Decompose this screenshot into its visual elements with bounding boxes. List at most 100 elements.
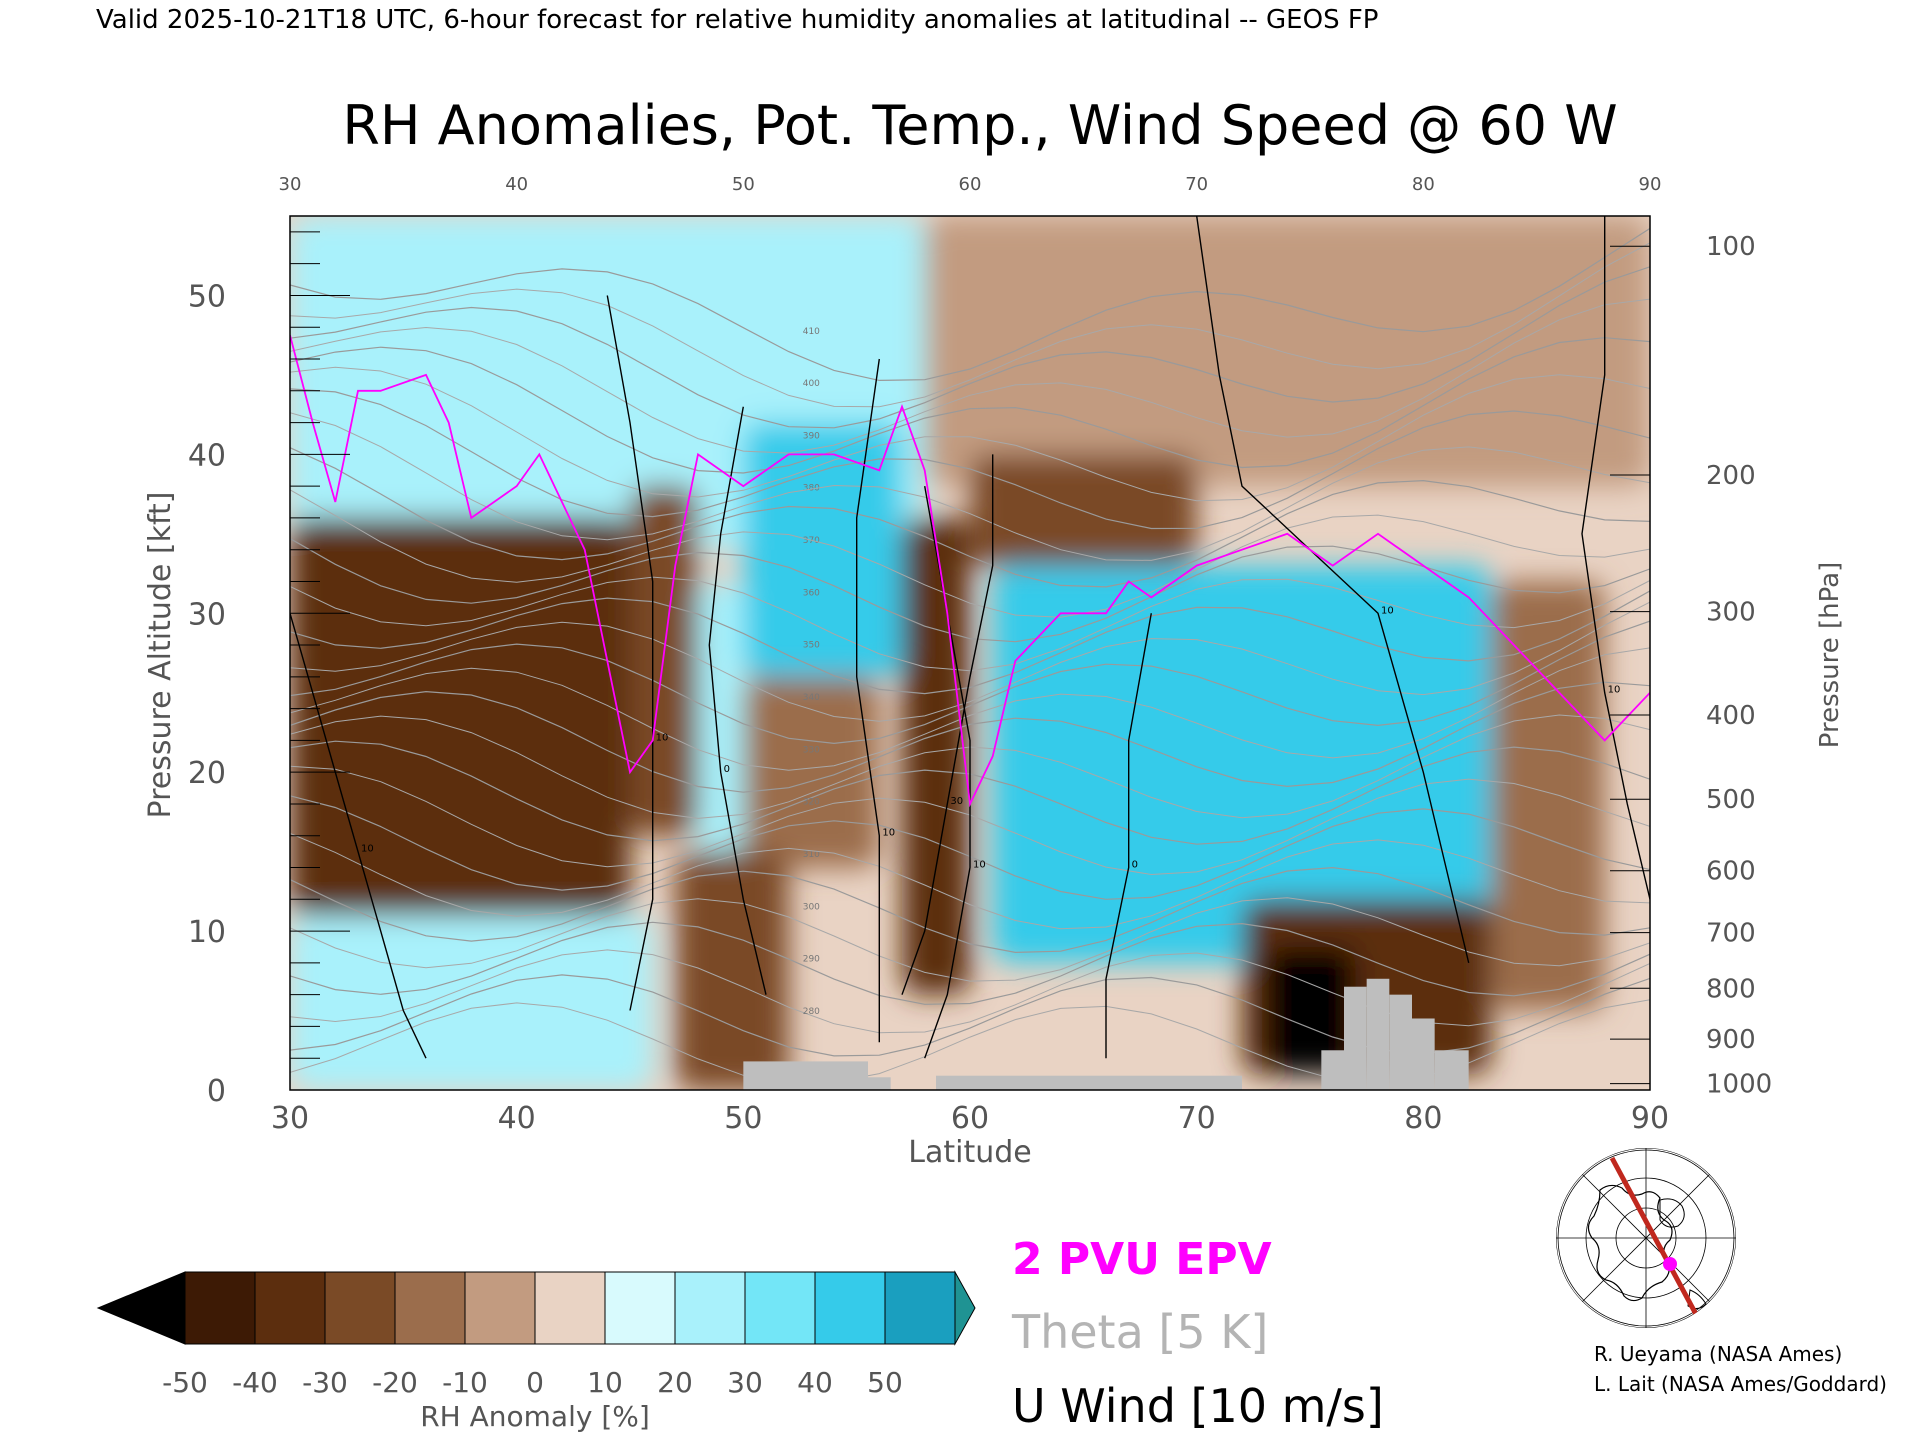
colorbar-tick-label: 10: [587, 1366, 623, 1399]
x-top-tick-label: 90: [1639, 174, 1662, 195]
topography-block: [1434, 1050, 1469, 1090]
x-axis-label: Latitude: [908, 1135, 1031, 1170]
topography-block: [1366, 978, 1390, 1090]
x-axis-top-ticks: 30 40 50 60 70 80 90: [279, 174, 1662, 195]
x-tick-label: 50: [724, 1101, 762, 1136]
colorbar-swatch: [534, 1271, 606, 1345]
theta-contour-label: 300: [803, 902, 820, 912]
topography-block: [1389, 994, 1412, 1090]
valid-time-caption: Valid 2025-10-21T18 UTC, 6-hour forecast…: [96, 5, 1378, 35]
y-axis-label: Pressure Altitude [kft]: [143, 492, 178, 819]
x-top-tick-label: 70: [1185, 174, 1208, 195]
u-wind-contour-label: 30: [950, 796, 963, 807]
u-wind-contour-label: 10: [973, 860, 986, 871]
colorbar-label: RH Anomaly [%]: [420, 1400, 650, 1433]
x-top-tick-label: 30: [279, 174, 302, 195]
theta-contour-line: [290, 489, 1650, 618]
rh-anomaly-cell: [902, 517, 970, 995]
colorbar-swatch: [884, 1271, 956, 1345]
pressure-tick-label: 700: [1706, 919, 1756, 949]
pressure-tick-label: 800: [1706, 974, 1756, 1004]
theta-contour-label: 320: [803, 798, 820, 808]
theta-contour-line: [290, 576, 1650, 672]
colorbar-tick-label: 30: [727, 1366, 763, 1399]
theta-contour-line: [290, 921, 1650, 1005]
colorbar-tick-label: -20: [372, 1366, 418, 1399]
plot-area: 4104003903803703603503403303203103002902…: [289, 215, 1651, 1091]
colorbar-tick-label: 40: [797, 1366, 833, 1399]
pressure-tick-label: 1000: [1706, 1070, 1772, 1100]
theta-contour-line: [290, 227, 1650, 382]
colorbar-swatch: [394, 1271, 466, 1345]
rh-anomaly-field: [290, 216, 1650, 1090]
topography-block: [1344, 986, 1367, 1090]
u-wind-contour-line: [1105, 613, 1152, 1059]
theta-contour-line: [290, 590, 1650, 695]
theta-contour-label: 330: [803, 745, 820, 755]
theta-contour-line: [290, 388, 1650, 530]
legend-entry: Theta [5 K]: [1011, 1305, 1268, 1359]
theta-contour-label: 340: [803, 693, 820, 703]
theta-contour-line: [290, 832, 1650, 930]
theta-contour-label: 360: [803, 588, 820, 598]
u-wind-contour-label: 10: [882, 828, 895, 839]
theta-contour-line: [290, 242, 1650, 408]
u-wind-contour-line: [708, 406, 767, 995]
theta-contour-label: 290: [803, 955, 820, 965]
colorbar-swatch: [464, 1271, 536, 1345]
plot-frame: [289, 215, 1651, 1091]
pressure-axis-label: Pressure [hPa]: [1815, 562, 1845, 749]
topography-block: [743, 1061, 868, 1090]
u-wind-contour-label: 10: [656, 732, 669, 743]
colorbar-tick-labels: -50 -40 -30 -20 -10 0 10 20 30 40 50: [162, 1366, 903, 1399]
rh-anomaly-cell: [290, 915, 653, 1090]
colorbar-swatch: [674, 1271, 746, 1345]
rh-anomaly-cell: [924, 216, 1650, 487]
x-top-tick-label: 60: [959, 174, 982, 195]
epv-2pvu-contour: [290, 334, 1650, 808]
u-wind-contour-line: [290, 613, 427, 1059]
u-wind-contour-label: 0: [724, 764, 730, 775]
rh-anomaly-cell: [970, 454, 1197, 566]
colorbar-swatch: [254, 1271, 326, 1345]
x-top-tick-label: 50: [732, 174, 755, 195]
pressure-tick-label: 100: [1706, 232, 1756, 262]
rh-anomaly-cell: [1264, 946, 1356, 1075]
u-wind-contour-line: [1581, 216, 1650, 900]
theta-contour-line: [290, 366, 1650, 502]
topography: [743, 978, 1469, 1090]
u-wind-contour-line: [856, 358, 880, 1043]
pressure-tick-label: 400: [1706, 701, 1756, 731]
credit-line-1: R. Ueyama (NASA Ames): [1594, 1342, 1843, 1366]
x-top-tick-label: 80: [1412, 174, 1435, 195]
rh-anomaly-cell: [1491, 581, 1605, 1011]
theta-contour-label: 400: [803, 379, 820, 389]
colorbar: [96, 1270, 976, 1346]
pressure-axis-ticks: 100 200 300 400 500 600 700 800 900 1000: [1706, 232, 1772, 1099]
theta-contour-line: [290, 681, 1650, 793]
u-wind-contour-label: 10: [1381, 605, 1394, 616]
theta-contour-line: [290, 647, 1650, 771]
topography-block: [1412, 1018, 1435, 1090]
right-tick-marks: [1610, 245, 1650, 1085]
theta-contour-line: [290, 337, 1650, 474]
inset-map-marker: [1663, 1257, 1677, 1271]
theta-contour-line: [290, 601, 1650, 722]
colorbar-tick-label: -10: [442, 1366, 488, 1399]
inset-map-globe: [1556, 1148, 1736, 1328]
x-tick-label: 70: [1178, 1101, 1216, 1136]
pressure-tick-label: 500: [1706, 785, 1756, 815]
x-axis-ticks: 30 40 50 60 70 80 90: [271, 1101, 1669, 1136]
y-tick-label: 0: [207, 1074, 226, 1109]
x-tick-label: 60: [951, 1101, 989, 1136]
colorbar-swatch: [744, 1271, 816, 1345]
u-wind-contour-label: 0: [1132, 860, 1138, 871]
theta-contour-line: [290, 447, 1650, 588]
theta-contour-line: [290, 412, 1650, 561]
theta-contour-line: [290, 897, 1650, 982]
rh-anomaly-cell: [743, 422, 902, 677]
pressure-tick-label: 200: [1706, 461, 1756, 491]
pressure-tick-label: 600: [1706, 857, 1756, 887]
theta-contour-label: 390: [803, 431, 820, 441]
